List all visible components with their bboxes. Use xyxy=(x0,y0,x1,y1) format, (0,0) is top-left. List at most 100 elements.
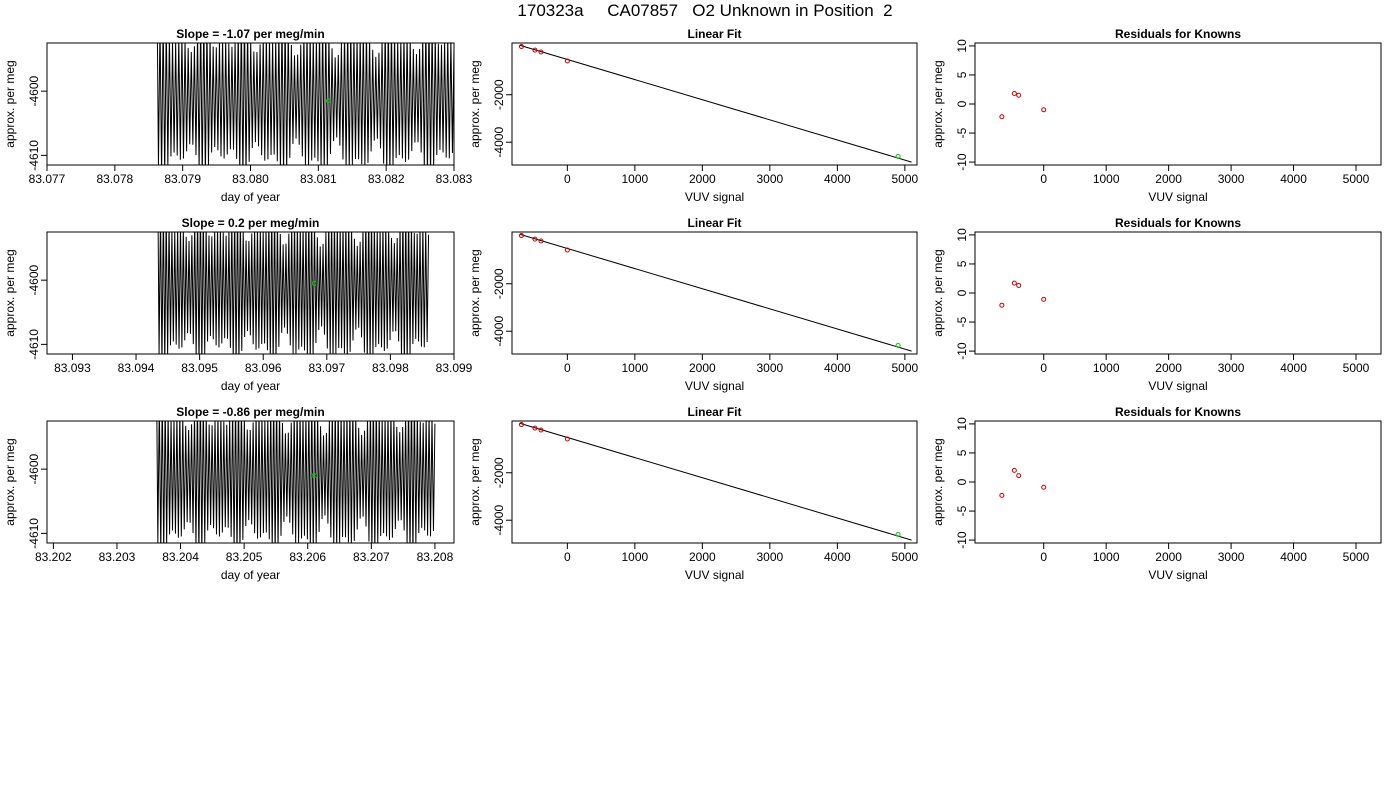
x-tick-label: 83.077 xyxy=(29,172,66,186)
plot-area xyxy=(157,232,430,354)
plot-frame xyxy=(46,231,455,355)
x-tick-label: 2000 xyxy=(1155,172,1182,186)
x-tick-label: 83.208 xyxy=(417,550,454,564)
y-tick-label: 0 xyxy=(955,100,969,107)
y-axis-label: approx. per meg xyxy=(468,60,482,147)
residual-point xyxy=(1011,467,1017,473)
y-tick-label: -2000 xyxy=(492,457,506,488)
y-tick-label: -4600 xyxy=(27,75,41,106)
resid-row-1: Residuals for Knowns 0 1000 2000 3000 4000 500… xyxy=(931,27,1382,204)
x-tick-label: 4000 xyxy=(1280,361,1307,375)
y-tick-label: -5 xyxy=(955,127,969,138)
x-axis-label: day of year xyxy=(221,379,280,393)
plot-area xyxy=(156,421,436,543)
mean-marker xyxy=(311,473,317,479)
x-tick-label: 2000 xyxy=(689,550,716,564)
plot-frame xyxy=(974,42,1382,166)
x-tick-label: 83.082 xyxy=(368,172,405,186)
x-tick-label: 1000 xyxy=(1093,550,1120,564)
x-tick-label: 5000 xyxy=(1343,172,1370,186)
fit-row-2: Linear Fit 0 1000 2000 3000 4000 5000 -2000 -400… xyxy=(468,216,919,393)
y-tick-label: 0 xyxy=(955,289,969,296)
x-tick-label: 83.098 xyxy=(372,361,409,375)
plot-title: Slope = 0.2 per meg/min xyxy=(182,216,320,230)
x-tick-label: 3000 xyxy=(756,172,783,186)
x-axis-label: day of year xyxy=(221,568,280,582)
x-axis-label: VUV signal xyxy=(1148,379,1207,393)
known-point xyxy=(532,236,538,242)
x-tick-label: 3000 xyxy=(756,550,783,564)
x-tick-label: 0 xyxy=(1040,550,1047,564)
plot-title: Slope = -0.86 per meg/min xyxy=(176,405,324,419)
plot-area xyxy=(518,44,912,163)
x-tick-label: 4000 xyxy=(1280,550,1307,564)
y-tick-label: -4000 xyxy=(492,505,506,536)
y-axis-label: approx. per meg xyxy=(3,438,17,525)
plot-frame xyxy=(46,420,455,544)
x-tick-label: 1000 xyxy=(1093,361,1120,375)
known-point xyxy=(518,422,524,428)
known-point xyxy=(532,425,538,431)
x-tick-label: 0 xyxy=(1040,172,1047,186)
x-tick-label: 1000 xyxy=(621,172,648,186)
residual-point xyxy=(1041,484,1047,490)
y-tick-label: -10 xyxy=(955,342,969,360)
y-tick-label: -2000 xyxy=(492,79,506,110)
x-tick-label: 5000 xyxy=(1343,550,1370,564)
x-tick-label: 83.207 xyxy=(353,550,390,564)
trace-row-3: Slope = -0.86 per meg/min 83.202 83.203 83.… xyxy=(3,405,455,582)
x-axis-label: VUV signal xyxy=(685,568,744,582)
plot-area xyxy=(999,467,1047,498)
known-point xyxy=(518,44,524,50)
x-tick-label: 83.093 xyxy=(54,361,91,375)
plot-title: Linear Fit xyxy=(687,216,741,230)
y-tick-label: -4610 xyxy=(27,518,41,549)
known-point xyxy=(564,436,570,442)
y-tick-label: 5 xyxy=(955,71,969,78)
unknown-point xyxy=(895,153,901,159)
plot-title: Linear Fit xyxy=(687,405,741,419)
x-tick-label: 2000 xyxy=(689,172,716,186)
y-tick-label: -10 xyxy=(955,531,969,549)
known-point xyxy=(518,233,524,239)
known-point xyxy=(564,247,570,253)
plot-frame xyxy=(511,231,918,355)
plot-frame xyxy=(511,420,918,544)
trace-line xyxy=(156,421,436,543)
page-title: 170323a CA07857 O2 Unknown in Position 2 xyxy=(517,1,893,20)
x-tick-label: 4000 xyxy=(1280,172,1307,186)
x-tick-label: 83.095 xyxy=(181,361,218,375)
y-tick-label: -4000 xyxy=(492,127,506,158)
x-tick-label: 3000 xyxy=(1218,361,1245,375)
unknown-point xyxy=(895,342,901,348)
fit-row-3: Linear Fit 0 1000 2000 3000 4000 5000 -2000 -400… xyxy=(468,405,919,582)
x-tick-label: 83.202 xyxy=(35,550,72,564)
y-axis-label: approx. per meg xyxy=(3,249,17,336)
x-tick-label: 1000 xyxy=(621,361,648,375)
y-tick-label: -10 xyxy=(955,153,969,171)
y-tick-label: 5 xyxy=(955,260,969,267)
fit-line xyxy=(519,233,912,352)
y-tick-label: -4610 xyxy=(27,140,41,171)
y-tick-label: -5 xyxy=(955,505,969,516)
x-tick-label: 83.099 xyxy=(436,361,473,375)
x-tick-label: 83.206 xyxy=(289,550,326,564)
plot-title: Residuals for Knowns xyxy=(1115,27,1241,41)
x-axis-label: VUV signal xyxy=(1148,190,1207,204)
residual-point xyxy=(999,114,1005,120)
x-tick-label: 83.078 xyxy=(96,172,133,186)
known-point xyxy=(564,58,570,64)
y-tick-label: 10 xyxy=(955,417,969,431)
plot-area xyxy=(518,422,912,541)
y-tick-label: -5 xyxy=(955,316,969,327)
y-tick-label: -4000 xyxy=(492,316,506,347)
residual-point xyxy=(1011,91,1017,97)
x-axis-label: VUV signal xyxy=(685,190,744,204)
x-tick-label: 5000 xyxy=(891,550,918,564)
x-axis-label: day of year xyxy=(221,190,280,204)
y-axis-label: approx. per meg xyxy=(468,249,482,336)
resid-row-2: Residuals for Knowns 0 1000 2000 3000 4000 500… xyxy=(931,216,1382,393)
x-tick-label: 4000 xyxy=(824,550,851,564)
y-axis-label: approx. per meg xyxy=(931,60,945,147)
x-tick-label: 0 xyxy=(564,361,571,375)
